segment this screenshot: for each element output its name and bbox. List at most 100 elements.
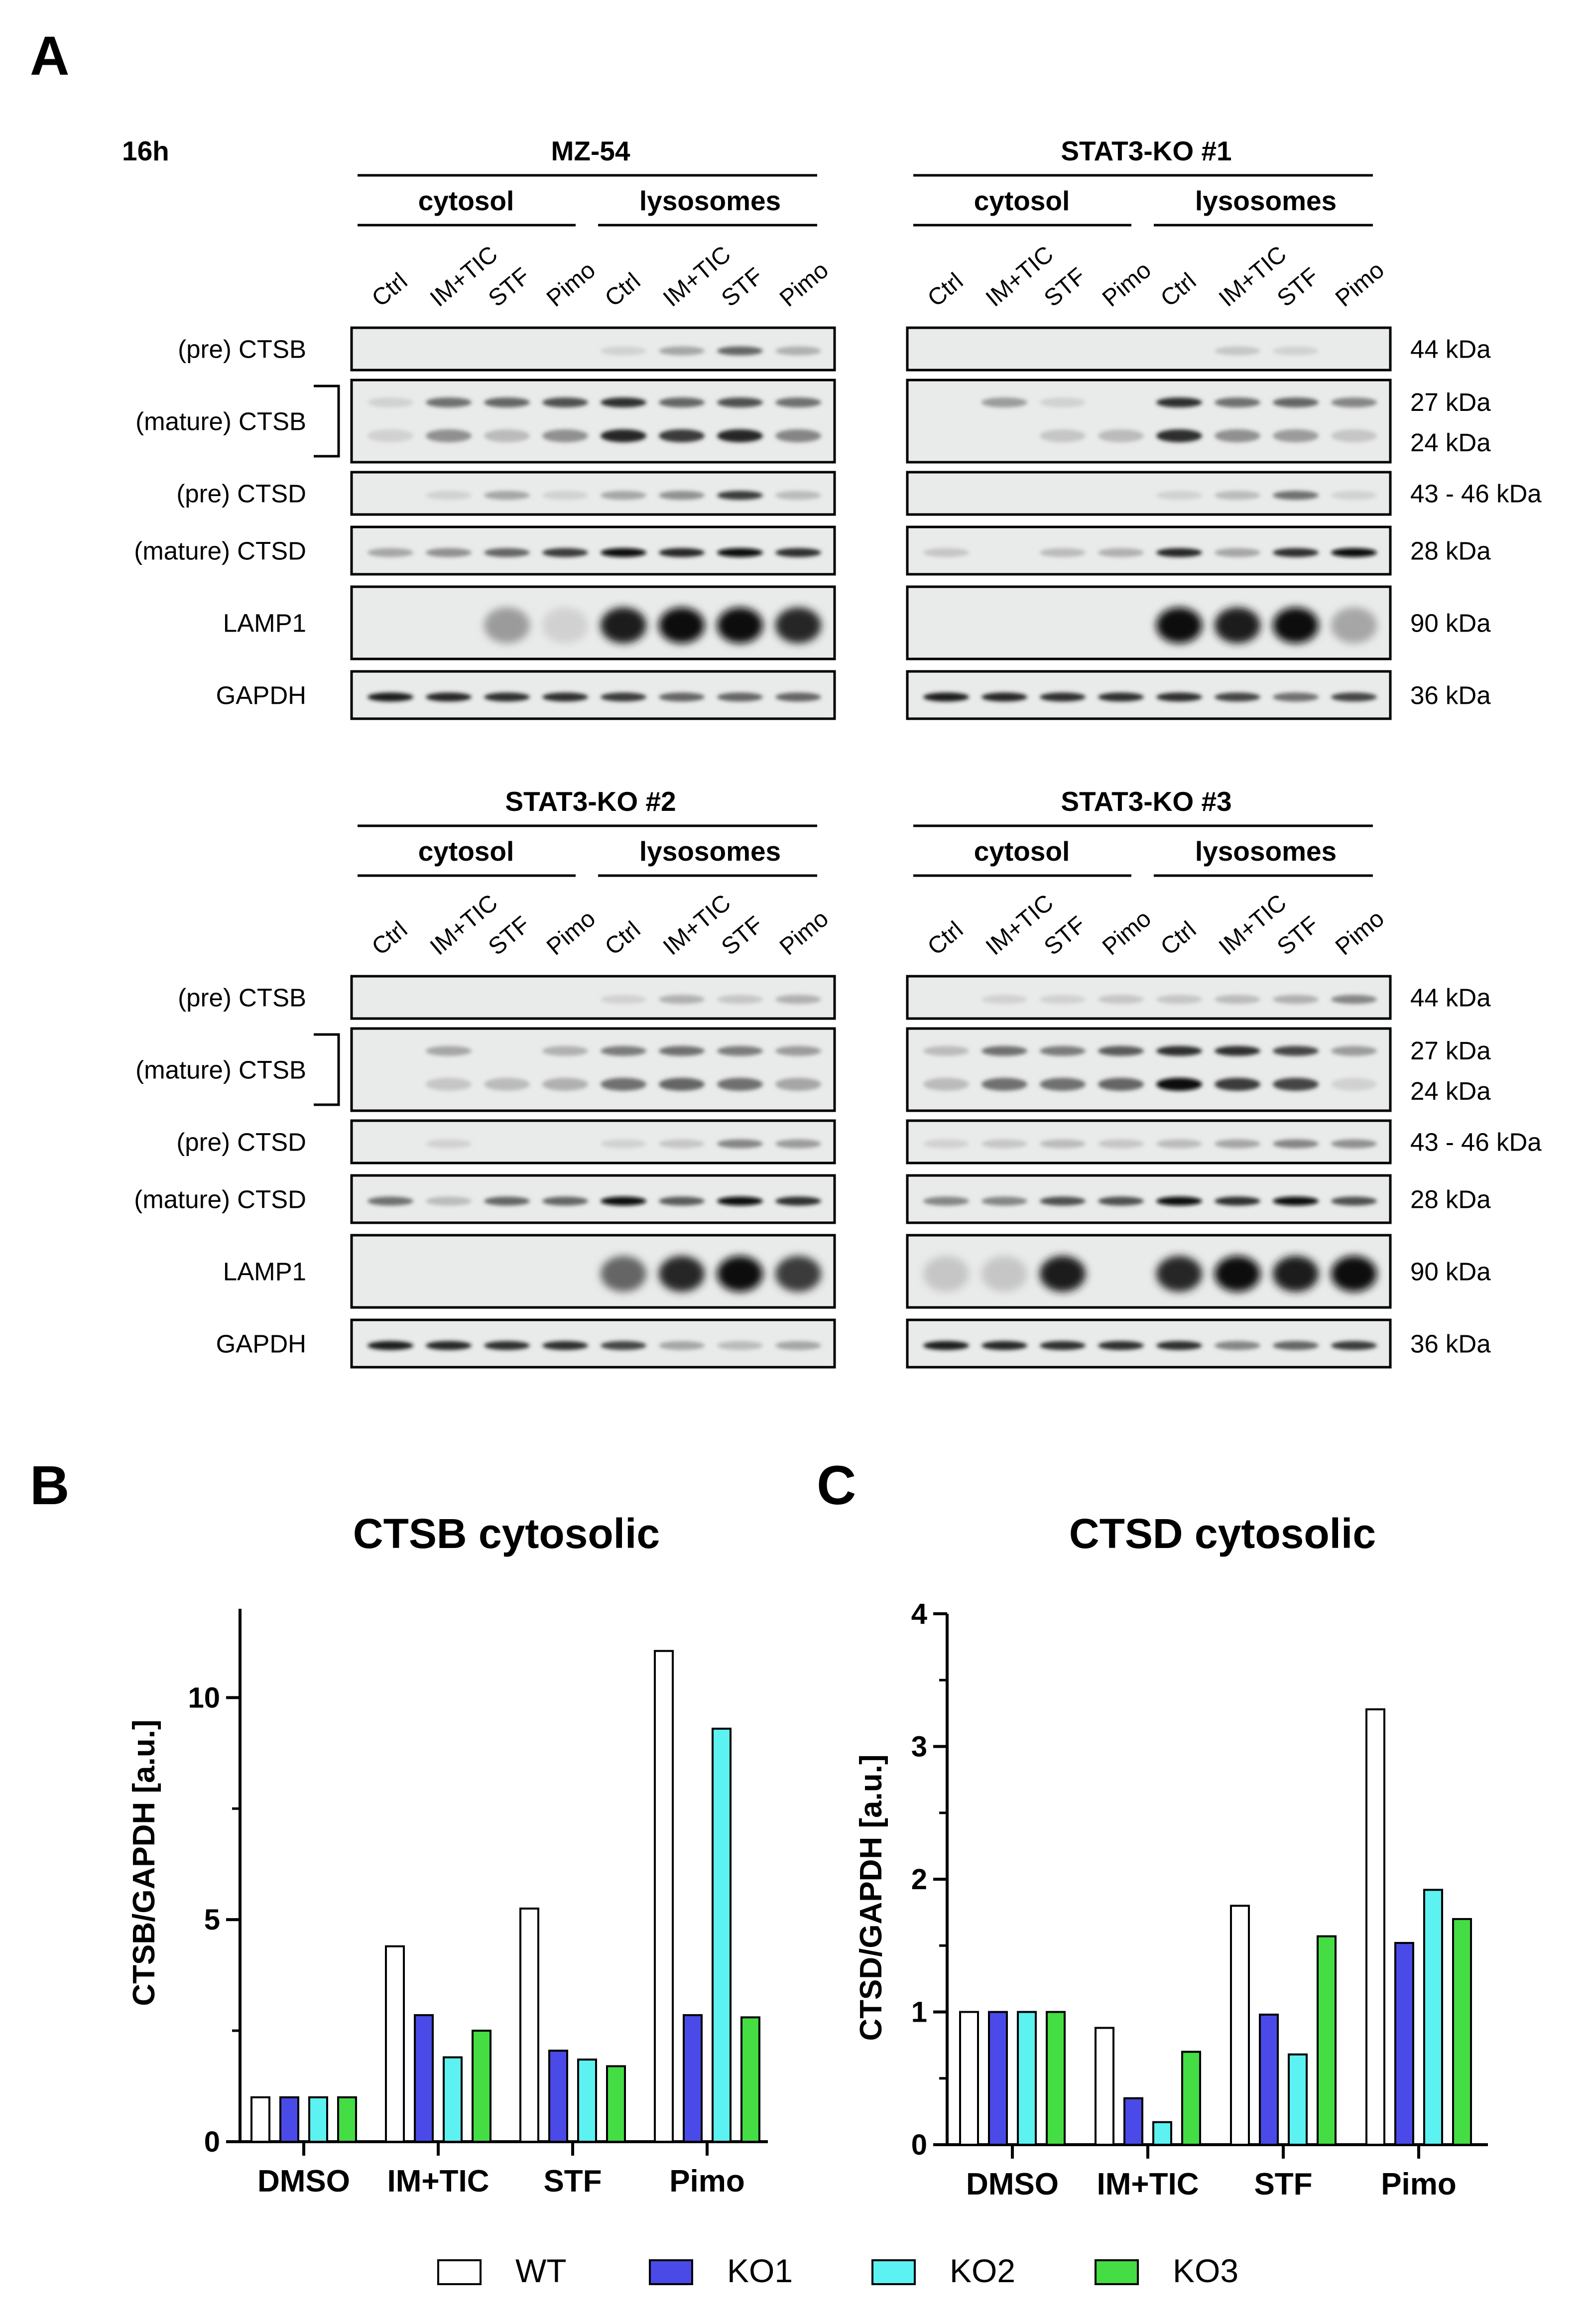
fraction-label: cytosol bbox=[418, 185, 514, 216]
blot-band bbox=[1040, 1046, 1086, 1056]
kda-label: 43 - 46 kDa bbox=[1410, 1128, 1542, 1157]
blot-band bbox=[426, 1139, 472, 1149]
blot-band bbox=[484, 491, 530, 500]
bar-wt-im-tic bbox=[1095, 2027, 1114, 2146]
blot-band bbox=[1156, 1046, 1202, 1056]
fraction-label: lysosomes bbox=[639, 836, 781, 867]
lane-label: Ctrl bbox=[923, 268, 968, 312]
bar-ko3-stf bbox=[1317, 1935, 1337, 2146]
blot-row: (pre) CTSD bbox=[176, 471, 836, 516]
blot-band bbox=[484, 1196, 530, 1206]
blot-band bbox=[717, 429, 763, 442]
blot-band bbox=[1273, 1078, 1319, 1091]
blot-band bbox=[717, 995, 763, 1004]
bar-ko1-im-tic bbox=[1123, 2097, 1143, 2146]
blot-band bbox=[659, 1078, 705, 1091]
blot-band bbox=[1098, 1139, 1144, 1149]
row-label: GAPDH bbox=[216, 681, 306, 710]
blot-band bbox=[1273, 346, 1319, 356]
ctsb-chart: CTSB cytosolic CTSB/GAPDH [a.u.] 0 5 10 DMS… bbox=[127, 1510, 768, 2198]
blot-row: 43 - 46 kDa bbox=[906, 1119, 1542, 1164]
blot-band bbox=[1098, 1196, 1144, 1206]
blot-band bbox=[601, 397, 646, 407]
blot-band bbox=[1098, 1341, 1144, 1350]
blot-band bbox=[601, 1078, 646, 1091]
blot-band bbox=[601, 1256, 646, 1292]
blot-band bbox=[367, 1341, 413, 1350]
kda-label: 36 kDa bbox=[1410, 681, 1491, 710]
blot-band bbox=[1156, 607, 1202, 644]
blot-band bbox=[1215, 995, 1260, 1004]
blot-frame bbox=[906, 1119, 1392, 1164]
blot-band bbox=[1215, 1341, 1260, 1350]
blot-band bbox=[923, 1341, 969, 1350]
blot-band bbox=[601, 1196, 646, 1206]
blot-row: 90 kDa bbox=[906, 1234, 1491, 1309]
kda-label: 28 kDa bbox=[1410, 1185, 1491, 1214]
blot-band bbox=[542, 397, 588, 407]
blot-band bbox=[1331, 429, 1377, 442]
blot-band bbox=[775, 607, 821, 644]
kda-label: 44 kDa bbox=[1410, 335, 1491, 364]
blot-band bbox=[923, 1046, 969, 1056]
bar-ko2-stf bbox=[577, 2059, 597, 2143]
blot-band bbox=[1331, 1341, 1377, 1350]
legend-label-ko3: KO3 bbox=[1173, 2252, 1238, 2289]
bar-ko1-pimo bbox=[683, 2014, 703, 2143]
kda-label: 27 kDa bbox=[1410, 1036, 1491, 1065]
kda-label: 27 kDa bbox=[1410, 388, 1491, 416]
blot-band bbox=[1273, 548, 1319, 557]
blot-band bbox=[1215, 1256, 1260, 1292]
blot-band bbox=[1331, 1256, 1377, 1292]
row-label: (mature) CTSB bbox=[135, 407, 306, 436]
blot-band bbox=[1331, 491, 1377, 500]
fraction-label: cytosol bbox=[974, 185, 1070, 216]
blot-band bbox=[426, 692, 472, 702]
legend: WT KO1 KO2 KO3 bbox=[437, 2252, 1238, 2289]
blot-band bbox=[542, 1078, 588, 1091]
blot-band bbox=[1156, 1196, 1202, 1206]
blot-band bbox=[367, 1196, 413, 1206]
legend-swatch-ko1 bbox=[649, 2259, 693, 2285]
blot-band bbox=[659, 1046, 705, 1056]
row-label: LAMP1 bbox=[223, 1258, 306, 1286]
kda-label: 43 - 46 kDa bbox=[1410, 480, 1542, 508]
blot-row: GAPDH bbox=[216, 1318, 836, 1369]
row-label: (mature) CTSB bbox=[135, 1056, 306, 1084]
blot-band bbox=[1215, 397, 1260, 407]
blot-band bbox=[426, 397, 472, 407]
blot-band bbox=[775, 397, 821, 407]
blot-band bbox=[1331, 1139, 1377, 1149]
blot-band bbox=[717, 1078, 763, 1091]
row-label: GAPDH bbox=[216, 1330, 306, 1358]
panel-label-a: A bbox=[30, 25, 69, 87]
blot-band bbox=[1215, 429, 1260, 442]
x-tick-label: STF bbox=[543, 2164, 602, 2198]
blot-band bbox=[1331, 548, 1377, 557]
blot-frame bbox=[350, 1174, 836, 1224]
lane-label: Ctrl bbox=[367, 916, 412, 961]
blot-band bbox=[601, 491, 646, 500]
blot-row: (mature) CTSB bbox=[135, 1027, 836, 1112]
fraction-label: lysosomes bbox=[1195, 836, 1337, 867]
kda-label: 90 kDa bbox=[1410, 1258, 1491, 1286]
blot-band bbox=[601, 1341, 646, 1350]
blot-band bbox=[542, 491, 588, 500]
blot-band bbox=[1215, 548, 1260, 557]
blot-band bbox=[484, 1078, 530, 1091]
blot-band bbox=[923, 548, 969, 557]
legend-swatch-ko2 bbox=[871, 2259, 916, 2285]
plot-area: 0 5 10 DMSO IM+TIC STF Pimo bbox=[188, 1609, 768, 2198]
blot-band bbox=[1040, 1078, 1086, 1091]
row-label: LAMP1 bbox=[223, 609, 306, 638]
bar-ko3-im-tic bbox=[1181, 2051, 1201, 2146]
blot-band bbox=[1040, 995, 1086, 1004]
blot-title: STAT3-KO #1 bbox=[1061, 135, 1231, 166]
lane-label: Pimo bbox=[542, 905, 601, 961]
blot-band bbox=[1156, 397, 1202, 407]
blot-band bbox=[426, 548, 472, 557]
legend-label-ko1: KO1 bbox=[727, 2252, 793, 2289]
blot-band bbox=[659, 1139, 705, 1149]
blot-frame bbox=[350, 326, 836, 372]
